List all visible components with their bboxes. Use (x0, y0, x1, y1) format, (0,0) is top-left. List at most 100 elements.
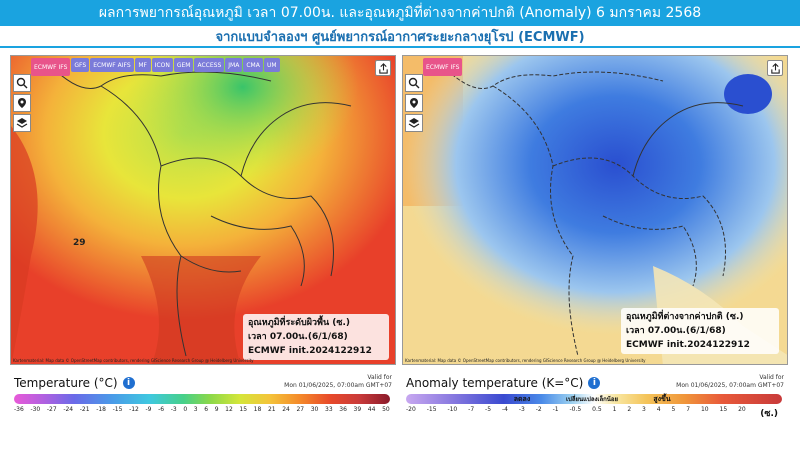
temperature-tick-label: -12 (129, 406, 139, 413)
temperature-tick-label: 24 (282, 406, 290, 413)
model-tab-access[interactable]: ACCESS (194, 58, 225, 72)
temperature-tick-label: 44 (367, 406, 376, 413)
anomaly-map-tools (405, 74, 423, 132)
anomaly-ticks: -20 -15 -10 -7 -5 -4 -3 -2 -1 -0.5 0.5 1 2 3 4 5 7 10 15 20 (406, 406, 746, 416)
model-tab-jma[interactable]: JMA (225, 58, 243, 72)
map-attribution: Kartenmaterial: Map data © OpenStreetMap… (13, 358, 254, 363)
anomaly-layers-button[interactable] (405, 114, 423, 132)
model-tab-um[interactable]: UM (263, 58, 280, 72)
anomaly-tick-label: -5 (485, 406, 492, 413)
model-tab-ecmwf-aifs[interactable]: ECMWF AIFS (90, 58, 134, 72)
anomaly-tick-label: 3 (642, 406, 646, 413)
model-tabs: ECMWF IFS GFS ECMWF AIFS MF ICON GEM ACC… (31, 58, 280, 76)
anomaly-tick-label: -3 (518, 406, 525, 413)
anomaly-search-button[interactable] (405, 74, 423, 92)
anomaly-neutral-label: เปลี่ยนแปลงเล็กน้อย (565, 396, 619, 403)
anomaly-label-init: ECMWF init.2024122912 (626, 340, 750, 350)
search-icon (16, 77, 28, 89)
search-icon (408, 77, 420, 89)
info-icon[interactable]: i (122, 377, 135, 389)
share-button[interactable] (375, 60, 391, 76)
anomaly-legend: Anomaly temperature (K=°C) i Valid for M… (402, 372, 788, 432)
anomaly-map-attribution: Kartenmaterial: Map data © OpenStreetMap… (405, 358, 646, 363)
anomaly-map-panel[interactable]: ECMWF IFS อุณหภูมิที่ต่างจากค่าปกติ (ซ.)… (402, 55, 788, 365)
temperature-legend-title: Temperature (°C) (14, 376, 118, 390)
location-button[interactable] (13, 94, 31, 112)
temperature-map[interactable] (11, 56, 396, 365)
temperature-label-time: เวลา 07.00น.(6/1/68) (248, 332, 348, 342)
anomaly-tick-label: 15 (719, 406, 728, 413)
share-icon (770, 62, 780, 74)
temperature-label-title: อุณหภูมิที่ระดับผิวพื้น (ซ.) (248, 318, 351, 328)
temperature-colorbar (14, 394, 390, 404)
temperature-tick-label: -18 (96, 406, 106, 413)
temperature-tick-label: -6 (158, 406, 165, 413)
temperature-ticks: -36 -30 -27 -24 -21 -18 -15 -12 -9 -6 -3 0 3 6 9 12 15 18… (14, 406, 390, 416)
anomaly-tick-label: 4 (656, 406, 661, 413)
temperature-tick-label: -27 (46, 406, 57, 413)
anomaly-colorbar (406, 394, 782, 404)
temperature-tick-label: -3 (170, 406, 177, 413)
anomaly-valid-time: Valid for Mon 01/06/2025, 07:00am GMT+07 (676, 374, 784, 389)
model-tab-cma[interactable]: CMA (243, 58, 263, 72)
temperature-legend: Temperature (°C) i Valid for Mon 01/06/2… (10, 372, 396, 432)
anomaly-legend-title: Anomaly temperature (K=°C) (406, 376, 584, 390)
anomaly-info-icon[interactable]: i (588, 377, 601, 389)
temperature-tick-label: -21 (79, 406, 90, 413)
page-title: ผลการพยากรณ์อุณหภูมิ เวลา 07.00น. และอุณ… (0, 0, 800, 26)
temperature-tick-label: -30 (30, 406, 41, 413)
temperature-label-init: ECMWF init.2024122912 (248, 346, 372, 356)
anomaly-tick-label: -1 (552, 406, 559, 413)
anomaly-tick-label: -4 (501, 406, 508, 413)
anomaly-location-button[interactable] (405, 94, 423, 112)
temperature-tick-label: 21 (267, 406, 276, 413)
temperature-tick-label: 33 (325, 406, 333, 413)
anomaly-tick-label: -10 (447, 406, 458, 413)
anomaly-tick-label: 5 (671, 406, 676, 413)
model-tab-gem[interactable]: GEM (173, 58, 194, 72)
temperature-tick-label: -24 (63, 406, 74, 413)
temperature-map-panel[interactable]: ECMWF IFS GFS ECMWF AIFS MF ICON GEM ACC… (10, 55, 396, 365)
temperature-tick-label: 0 (183, 406, 188, 413)
anomaly-tick-label: 2 (627, 406, 632, 413)
model-tab-icon[interactable]: ICON (151, 58, 173, 72)
temperature-tick-label: 9 (214, 406, 219, 413)
anomaly-cold-label: ลดลง (513, 394, 531, 403)
anomaly-label-time: เวลา 07.00น.(6/1/68) (626, 326, 726, 336)
temperature-map-label: อุณหภูมิที่ระดับผิวพื้น (ซ.) เวลา 07.00น… (243, 314, 389, 360)
temperature-tick-label: 50 (382, 406, 390, 413)
model-tab-mf[interactable]: MF (134, 58, 151, 72)
anomaly-map-label: อุณหภูมิที่ต่างจากค่าปกติ (ซ.) เวลา 07.0… (621, 308, 779, 354)
temperature-tick-label: 15 (239, 406, 248, 413)
anomaly-warm-label: สูงขึ้น (653, 394, 671, 403)
temperature-tick-label: -9 (145, 406, 152, 413)
anomaly-tick-label: -0.5 (569, 406, 582, 413)
temperature-tick-label: -36 (14, 406, 24, 413)
layers-button[interactable] (13, 114, 31, 132)
share-icon (378, 62, 388, 74)
location-pin-icon (18, 98, 26, 108)
model-tab-ecmwf-ifs[interactable]: ECMWF IFS (31, 58, 71, 76)
temperature-tick-label: 18 (253, 406, 262, 413)
model-tab-gfs[interactable]: GFS (71, 58, 90, 72)
temperature-valid-time: Valid for Mon 01/06/2025, 07:00am GMT+07 (284, 374, 392, 389)
temperature-tick-label: -15 (112, 406, 123, 413)
layers-icon (16, 118, 28, 128)
search-button[interactable] (13, 74, 31, 92)
map-tools (13, 74, 31, 132)
anomaly-model-tab-ecmwf-ifs[interactable]: ECMWF IFS (423, 58, 463, 76)
temperature-tick-label: 36 (339, 406, 347, 413)
anomaly-tick-label: 0.5 (592, 406, 602, 413)
temperature-tick-label: 39 (353, 406, 362, 413)
anomaly-unit: (ซ.) (760, 409, 778, 419)
anomaly-tick-label: 10 (700, 406, 709, 413)
page-subtitle: จากแบบจำลองฯ ศูนย์พยากรณ์อากาศระยะกลางยุ… (0, 26, 800, 48)
anomaly-tick-label: -20 (406, 406, 416, 413)
anomaly-model-tabs: ECMWF IFS (423, 58, 463, 76)
location-pin-icon (410, 98, 418, 108)
anomaly-tick-label: -2 (535, 406, 542, 413)
anomaly-tick-label: -7 (468, 406, 475, 413)
temperature-tick-label: 27 (296, 406, 305, 413)
anomaly-share-button[interactable] (767, 60, 783, 76)
